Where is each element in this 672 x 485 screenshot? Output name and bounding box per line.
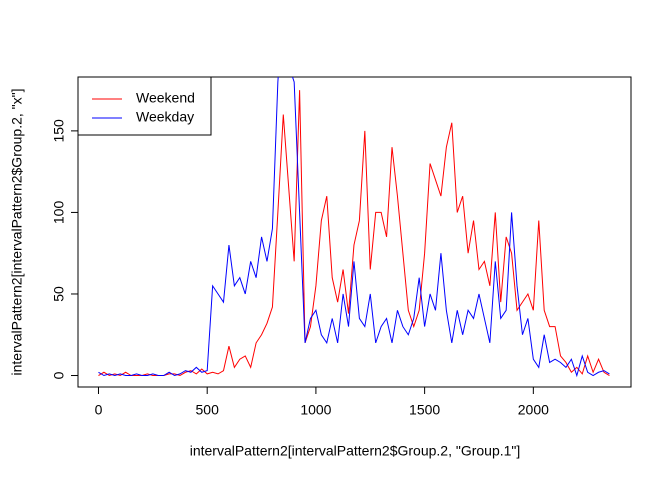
x-tick-label: 1500: [409, 402, 440, 418]
legend-label: Weekday: [136, 109, 194, 125]
legend-label: Weekend: [136, 90, 195, 106]
x-tick-label: 2000: [518, 402, 549, 418]
y-tick-label: 150: [51, 119, 67, 143]
x-tick-label: 500: [196, 402, 220, 418]
y-tick-label: 50: [51, 286, 67, 302]
x-tick-label: 1000: [300, 402, 331, 418]
series-line: [98, 77, 610, 378]
y-tick-label: 0: [51, 371, 67, 379]
legend-box: [77, 76, 212, 136]
x-axis-label: intervalPattern2[intervalPattern2$Group.…: [190, 443, 521, 459]
plot-area: [98, 77, 610, 378]
y-tick-label: 100: [51, 201, 67, 225]
series-line: [98, 90, 610, 377]
x-tick-label: 0: [95, 402, 103, 418]
y-axis-label: intervalPattern2[intervalPattern2$Group.…: [9, 89, 25, 376]
